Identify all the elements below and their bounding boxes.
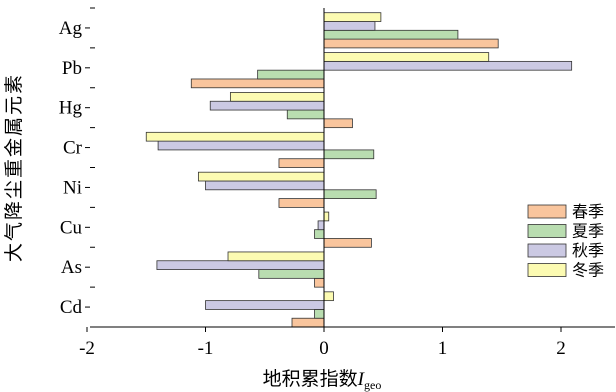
y-category-label: Ag [59, 18, 83, 39]
x-ticks-group: -2 -1 0 1 2 [79, 327, 566, 359]
bar-ni-series-1 [278, 198, 325, 208]
bar-as-series-1 [314, 277, 325, 288]
bar-as-series-2 [258, 269, 325, 279]
y-category-label: Cr [63, 138, 83, 159]
bar-hg-series-4 [229, 92, 325, 102]
x-tick-label: -1 [198, 338, 214, 359]
x-tick-label: 0 [319, 338, 329, 359]
bar-ni-series-2 [323, 189, 377, 200]
bar-cr-series-2 [323, 149, 375, 160]
bar-cu-series-1 [323, 238, 372, 248]
bar-cr-series-4 [145, 131, 325, 142]
bar-as-series-4 [227, 251, 325, 262]
bar-pb-series-3 [323, 60, 573, 71]
y-axis-title: 大气降尘重金属元素 [3, 73, 25, 262]
bar-ag-series-3 [323, 21, 376, 31]
y-category-label: Hg [59, 98, 83, 119]
legend-swatch [527, 243, 567, 258]
bar-hg-series-1 [323, 118, 353, 129]
bar-ag-series-1 [323, 38, 499, 49]
bar-cu-series-2 [314, 229, 325, 239]
bar-ag-series-2 [323, 29, 459, 40]
bar-cd-series-1 [291, 317, 325, 328]
y-categories-group: Ag Pb Hg Cr Ni Cu As Cd [59, 7, 95, 328]
x-tick-label: 1 [438, 338, 448, 359]
legend-label: 夏季 [572, 222, 604, 241]
legend-swatch [527, 263, 567, 277]
bar-cr-series-3 [157, 140, 325, 151]
bar-cr-series-1 [278, 158, 325, 168]
bar-hg-series-2 [286, 109, 325, 120]
bar-ni-series-4 [197, 171, 325, 182]
legend-swatch [527, 204, 567, 219]
bar-pb-series-2 [257, 69, 325, 80]
bar-cd-series-3 [205, 300, 325, 310]
bar-cu-series-3 [317, 220, 325, 231]
x-tick-label: -2 [79, 338, 95, 359]
bar-as-series-3 [156, 260, 325, 270]
bar-hg-series-3 [209, 100, 325, 111]
bar-ag-series-4 [323, 12, 382, 22]
bar-ni-series-3 [205, 180, 325, 191]
legend-swatch [527, 224, 567, 238]
x-axis-title-symbol: I [357, 369, 366, 390]
y-category-label: Pb [62, 58, 82, 79]
bar-cd-series-4 [323, 291, 334, 302]
legend-label: 秋季 [572, 241, 604, 260]
legend-label: 冬季 [572, 261, 604, 280]
bars-group [145, 12, 573, 328]
y-category-label: Cu [60, 217, 83, 238]
y-category-label: As [61, 257, 82, 278]
x-tick-label: 2 [556, 338, 566, 359]
y-category-label: Ni [63, 177, 82, 198]
bar-cd-series-2 [314, 309, 325, 319]
bar-pb-series-4 [323, 52, 490, 62]
bar-pb-series-1 [190, 78, 325, 89]
x-axis-title-text: 地积累指数 [263, 368, 358, 390]
x-axis-title: 地积累指数Igeo [263, 368, 382, 392]
legend-label: 春季 [572, 202, 604, 221]
y-category-label: Cd [60, 297, 83, 318]
bar-cu-series-4 [323, 211, 330, 222]
x-axis-title-subscript: geo [364, 378, 381, 392]
